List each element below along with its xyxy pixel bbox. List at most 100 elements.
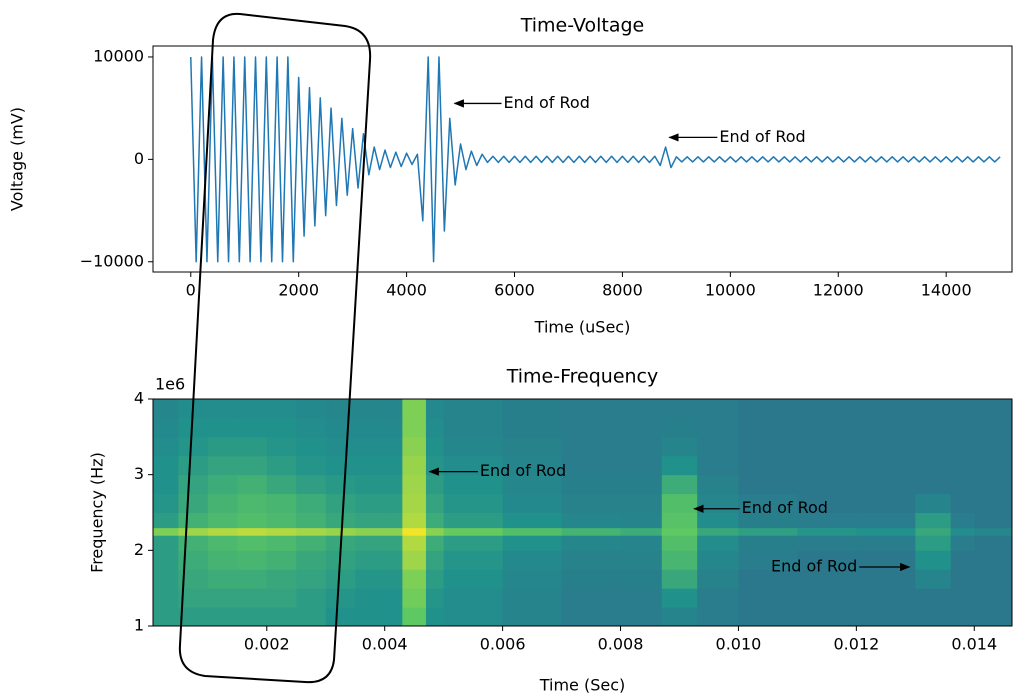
spectrogram-cell	[443, 550, 504, 570]
spectrogram-cell	[355, 588, 386, 608]
annotation-text: End of Rod	[504, 93, 590, 112]
spectrogram-cell	[384, 493, 403, 513]
spectrogram-cell	[950, 474, 975, 495]
spectrogram-cell	[266, 455, 297, 476]
spectrogram-cell	[402, 474, 427, 495]
spectrogram-cell	[178, 512, 209, 529]
spectrogram-cell	[425, 535, 445, 551]
spectrogram-cell	[738, 455, 798, 476]
spectrogram-cell	[797, 399, 857, 419]
plots: 0 2000 4000 6000 8000 10000 12000 14000 −10000 0 1…	[8, 15, 1013, 695]
spectrogram-cell	[661, 550, 698, 570]
spectrogram-cell	[974, 569, 1012, 589]
spectrogram-cell	[325, 436, 356, 457]
spectrogram-cell	[950, 493, 975, 513]
spectrogram-cell	[856, 455, 916, 476]
y-axis-label: Voltage (mV)	[8, 107, 27, 211]
spectrogram-cell	[974, 399, 1012, 419]
spectrogram-cell	[697, 535, 739, 551]
spectrogram-cell	[620, 399, 663, 419]
plot-1: 0.002 0.004 0.006 0.008 0.010 0.012 0.014 1 2 3 4 T…	[88, 366, 1013, 695]
spectrogram-cell	[237, 436, 268, 457]
x-tick-label: 0.006	[480, 635, 526, 654]
x-tick-label: 0.002	[244, 635, 290, 654]
spectrogram-cell	[296, 535, 327, 551]
spectrogram-cell	[974, 550, 1012, 570]
spectrogram-cell	[207, 455, 238, 476]
spectrogram-cell	[355, 607, 386, 626]
x-tick-label: 0.012	[833, 635, 879, 654]
chart-title: Time-Frequency	[506, 366, 659, 388]
spectrogram-cell	[915, 399, 952, 419]
spectrogram-cell	[856, 607, 916, 626]
spectrogram-cell	[797, 527, 857, 536]
spectrogram-cell	[207, 569, 238, 589]
spectrogram-cell	[153, 588, 179, 608]
spectrogram-cell	[697, 493, 739, 513]
spectrogram-cell	[325, 455, 356, 476]
spectrogram-cell	[237, 417, 268, 438]
spectrogram-cell	[738, 417, 798, 438]
spectrogram-cell	[950, 527, 975, 536]
spectrogram-cell	[296, 512, 327, 529]
spectrogram-cell	[915, 535, 952, 551]
spectrogram-cell	[402, 588, 427, 608]
spectrogram-cell	[797, 512, 857, 529]
spectrogram-cell	[974, 474, 1012, 495]
spectrogram-cell	[661, 569, 698, 589]
spectrogram-cell	[797, 436, 857, 457]
spectrogram-cell	[856, 436, 916, 457]
spectrogram-cell	[355, 436, 386, 457]
spectrogram-cell	[402, 535, 427, 551]
spectrogram-cell	[620, 527, 663, 536]
spectrogram-cell	[738, 527, 798, 536]
y-axis-label: Frequency (Hz)	[88, 452, 107, 573]
spectrogram-cell	[502, 607, 563, 626]
x-tick-label: 0	[186, 281, 196, 300]
spectrogram-cell	[207, 535, 238, 551]
spectrogram-cell	[561, 417, 622, 438]
spectrogram-cell	[697, 527, 739, 536]
spectrogram-cell	[620, 417, 663, 438]
spectrogram-cell	[697, 417, 739, 438]
spectrogram-cell	[266, 569, 297, 589]
spectrogram-cell	[697, 607, 739, 626]
spectrogram-cell	[561, 474, 622, 495]
spectrogram-cell	[443, 474, 504, 495]
spectrogram-cell	[443, 512, 504, 529]
spectrogram-cell	[915, 527, 952, 536]
spectrogram-cell	[738, 535, 798, 551]
spectrogram-cell	[502, 474, 563, 495]
axis-offset: 1e6	[155, 375, 185, 394]
spectrogram-cell	[561, 436, 622, 457]
spectrogram-cell	[915, 436, 952, 457]
spectrogram-cell	[237, 550, 268, 570]
spectrogram-cell	[661, 436, 698, 457]
spectrogram-cell	[738, 399, 798, 419]
spectrogram-cell	[153, 455, 179, 476]
spectrogram-cell	[797, 474, 857, 495]
spectrogram-cell	[266, 535, 297, 551]
spectrogram-cell	[402, 436, 427, 457]
x-tick-label: 6000	[494, 281, 535, 300]
highlight-outline	[178, 12, 372, 684]
spectrogram-cell	[443, 436, 504, 457]
spectrogram-cell	[237, 535, 268, 551]
spectrogram-cell	[915, 607, 952, 626]
spectrogram-cell	[620, 569, 663, 589]
spectrogram-cell	[797, 535, 857, 551]
spectrogram-cell	[502, 493, 563, 513]
spectrogram-cell	[237, 493, 268, 513]
spectrogram-cell	[738, 512, 798, 529]
spectrogram-cell	[856, 474, 916, 495]
y-tick-label: −10000	[80, 251, 144, 270]
spectrogram-cell	[856, 527, 916, 536]
spectrogram-cell	[974, 535, 1012, 551]
spectrogram-cell	[296, 455, 327, 476]
plot-area	[153, 399, 1012, 626]
spectrogram-cell	[237, 474, 268, 495]
spectrogram-cell	[915, 569, 952, 589]
spectrogram-cell	[443, 607, 504, 626]
spectrogram-cell	[153, 569, 179, 589]
spectrogram-cell	[296, 493, 327, 513]
